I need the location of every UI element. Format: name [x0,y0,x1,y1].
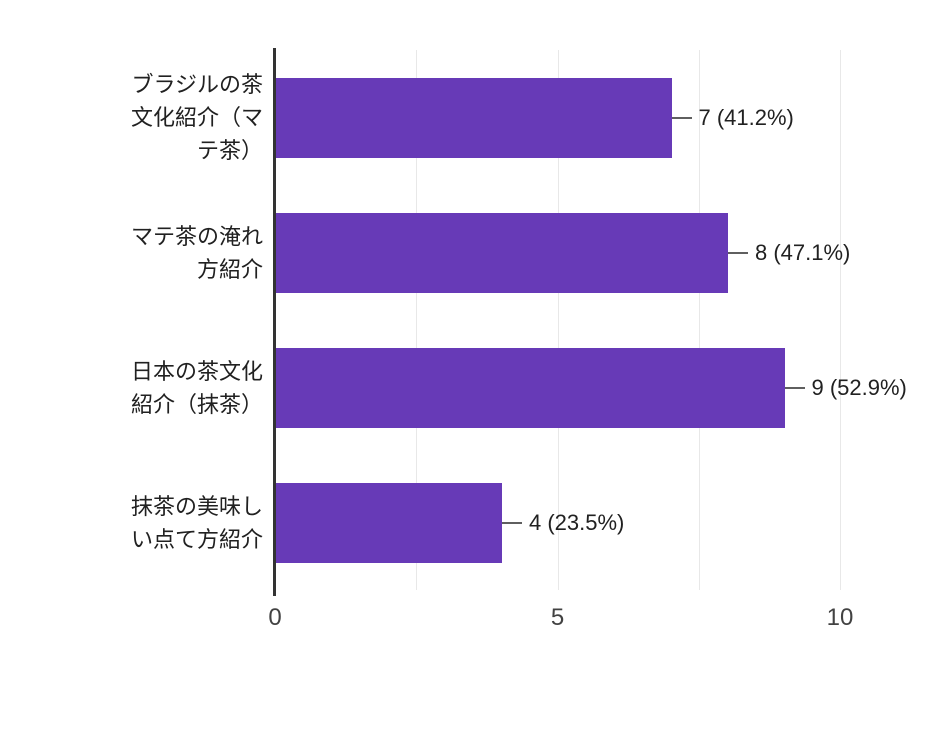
y-axis-category-label: マテ茶の淹れ 方紹介 [130,223,263,282]
y-axis-category-label: 日本の茶文化 紹介（抹茶） [130,358,263,417]
bar [276,347,785,428]
gridline [557,50,559,590]
gridline [840,50,841,590]
gridline [698,50,700,590]
value-label: 9 (52.9%) [811,374,907,400]
value-connector-line [671,116,692,119]
x-axis-tick-label: 5 [550,604,565,631]
bar [276,77,672,158]
value-label: 8 (47.1%) [755,239,851,265]
value-connector-line [728,251,748,254]
value-connector-line [784,386,805,389]
bar [276,482,502,563]
y-axis-line [273,48,276,596]
x-axis-tick-label: 0 [268,604,282,631]
x-axis-tick-label: 10 [826,604,854,631]
y-axis-category-label: ブラジルの茶 文化紹介（マ テ茶） [130,72,263,163]
value-label: 7 (41.2%) [698,104,794,130]
bar [276,212,728,293]
y-axis-category-label: 抹茶の美味し い点て方紹介 [130,493,263,552]
value-label: 4 (23.5%) [529,509,625,535]
value-connector-line [502,521,522,524]
gridline [416,50,418,590]
